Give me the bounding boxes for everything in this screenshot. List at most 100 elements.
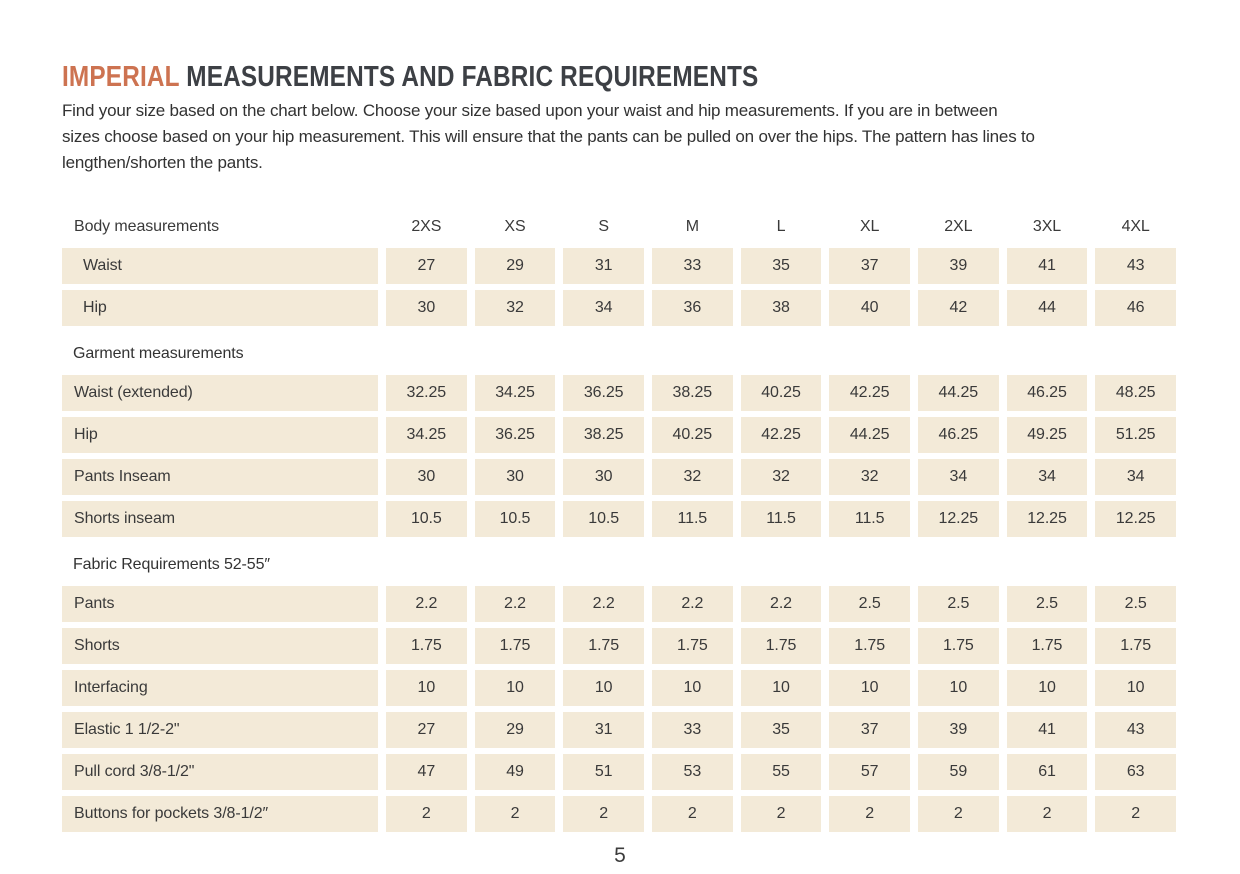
value-cell: 11.5 xyxy=(740,501,822,537)
value-cell: 35 xyxy=(740,712,822,748)
value-cell: 40.25 xyxy=(651,417,733,453)
size-chart-table: Body measurements 2XS XS S M L XL 2XL 3XL 4XL Wais… xyxy=(62,212,1176,832)
value-cell: 44.25 xyxy=(917,375,999,411)
value-cell: 38 xyxy=(740,290,822,326)
value-cell: 27 xyxy=(386,248,467,284)
row-label-cell: Hip xyxy=(62,290,378,326)
value-cell: 2 xyxy=(563,796,644,832)
value-cell: 2 xyxy=(917,796,999,832)
value-cell: 10 xyxy=(829,670,910,706)
value-cell: 2 xyxy=(740,796,822,832)
value-cell: 30 xyxy=(386,290,467,326)
value-cell: 10 xyxy=(1006,670,1088,706)
table-row: Shorts inseam 10.5 10.5 10.5 11.5 11.5 11.5 12.… xyxy=(62,501,1176,537)
value-cell: 40 xyxy=(829,290,910,326)
value-cell: 27 xyxy=(386,712,467,748)
size-header-cell: S xyxy=(598,218,609,235)
value-cell: 2.5 xyxy=(917,586,999,622)
value-cell: 59 xyxy=(917,754,999,790)
value-cell: 2 xyxy=(1095,796,1176,832)
size-header-cell: M xyxy=(685,218,699,235)
value-cell: 41 xyxy=(1006,712,1088,748)
value-cell: 2.2 xyxy=(740,586,822,622)
value-cell: 10.5 xyxy=(474,501,556,537)
table-row: Hip 30 32 34 36 38 40 42 44 46 xyxy=(62,290,1176,326)
value-cell: 1.75 xyxy=(1006,628,1088,664)
table-row: Elastic 1 1/2-2" 27 29 31 33 35 37 39 41 43 xyxy=(62,712,1176,748)
row-label-cell: Shorts inseam xyxy=(62,501,378,537)
value-cell: 33 xyxy=(651,248,733,284)
value-cell: 10.5 xyxy=(386,501,467,537)
table-row: Pull cord 3/8-1/2" 47 49 51 53 55 57 59 61 63 xyxy=(62,754,1176,790)
value-cell: 51 xyxy=(563,754,644,790)
value-cell: 33 xyxy=(651,712,733,748)
value-cell: 2.2 xyxy=(386,586,467,622)
value-cell: 2 xyxy=(474,796,556,832)
value-cell: 2 xyxy=(386,796,467,832)
value-cell: 49.25 xyxy=(1006,417,1088,453)
intro-line: Find your size based on the chart below.… xyxy=(62,101,998,120)
size-header-cell: 4XL xyxy=(1121,218,1150,235)
size-header-cell: 3XL xyxy=(1032,218,1062,235)
value-cell: 37 xyxy=(829,712,910,748)
table-row: Waist 27 29 31 33 35 37 39 41 43 xyxy=(62,248,1176,284)
value-cell: 10 xyxy=(474,670,556,706)
value-cell: 39 xyxy=(917,712,999,748)
value-cell: 48.25 xyxy=(1095,375,1176,411)
value-cell: 44.25 xyxy=(829,417,910,453)
table-header-row: Body measurements 2XS XS S M L XL 2XL 3XL 4XL xyxy=(62,212,1176,242)
value-cell: 49 xyxy=(474,754,556,790)
size-header-cell: 2XL xyxy=(944,218,973,235)
value-cell: 1.75 xyxy=(651,628,733,664)
value-cell: 1.75 xyxy=(917,628,999,664)
value-cell: 30 xyxy=(386,459,467,495)
size-header-cell: L xyxy=(776,218,786,235)
table-row: Interfacing 10 10 10 10 10 10 10 10 10 xyxy=(62,670,1176,706)
row-label-cell: Elastic 1 1/2-2" xyxy=(62,712,378,748)
value-cell: 42 xyxy=(917,290,999,326)
value-cell: 12.25 xyxy=(1095,501,1176,537)
value-cell: 2 xyxy=(1006,796,1088,832)
value-cell: 42.25 xyxy=(829,375,910,411)
value-cell: 43 xyxy=(1095,248,1176,284)
value-cell: 47 xyxy=(386,754,467,790)
value-cell: 1.75 xyxy=(1095,628,1176,664)
value-cell: 1.75 xyxy=(829,628,910,664)
value-cell: 36.25 xyxy=(563,375,644,411)
value-cell: 10.5 xyxy=(563,501,644,537)
value-cell: 39 xyxy=(917,248,999,284)
value-cell: 55 xyxy=(740,754,822,790)
value-cell: 30 xyxy=(474,459,556,495)
table-row: Waist (extended) 32.25 34.25 36.25 38.25 40.2… xyxy=(62,375,1176,411)
value-cell: 63 xyxy=(1095,754,1176,790)
value-cell: 2.5 xyxy=(1095,586,1176,622)
value-cell: 51.25 xyxy=(1095,417,1176,453)
title-rest: MEASUREMENTS AND FABRIC REQUIREMENTS xyxy=(179,61,759,93)
value-cell: 34 xyxy=(563,290,644,326)
value-cell: 2.2 xyxy=(474,586,556,622)
value-cell: 36 xyxy=(651,290,733,326)
value-cell: 38.25 xyxy=(651,375,733,411)
value-cell: 1.75 xyxy=(563,628,644,664)
value-cell: 46.25 xyxy=(1006,375,1088,411)
row-label-cell: Buttons for pockets 3/8-1/2″ xyxy=(62,796,378,832)
value-cell: 32 xyxy=(474,290,556,326)
value-cell: 38.25 xyxy=(563,417,644,453)
value-cell: 2.5 xyxy=(829,586,910,622)
value-cell: 10 xyxy=(386,670,467,706)
page-number: 5 xyxy=(614,844,626,867)
value-cell: 34 xyxy=(917,459,999,495)
size-header-cell: 2XS xyxy=(411,218,442,235)
section-title: Garment measurements xyxy=(73,344,244,362)
value-cell: 41 xyxy=(1006,248,1088,284)
value-cell: 11.5 xyxy=(829,501,910,537)
row-label-cell: Waist xyxy=(62,248,378,284)
value-cell: 32 xyxy=(829,459,910,495)
intro-paragraph: Find your size based on the chart below.… xyxy=(62,98,1176,176)
value-cell: 10 xyxy=(563,670,644,706)
value-cell: 1.75 xyxy=(386,628,467,664)
value-cell: 10 xyxy=(1095,670,1176,706)
table-row: Buttons for pockets 3/8-1/2″ 2 2 2 2 2 2 2 2 2 xyxy=(62,796,1176,832)
value-cell: 1.75 xyxy=(474,628,556,664)
